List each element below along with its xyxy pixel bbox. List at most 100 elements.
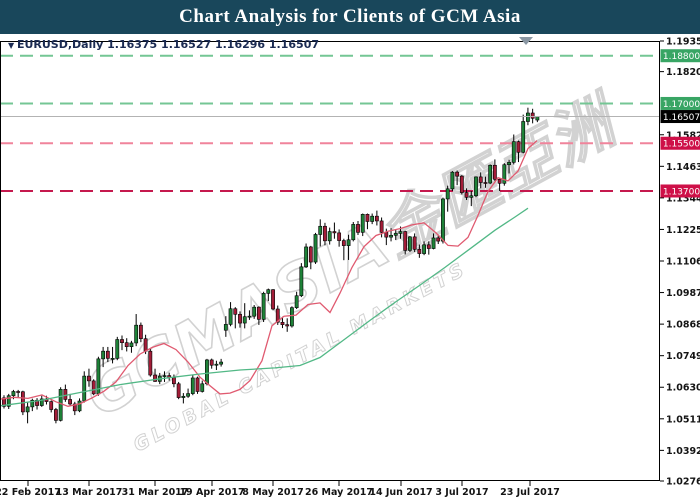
ma-line-fast	[0, 140, 538, 407]
candlestick	[110, 358, 115, 360]
resistance-price-badge-label: 1.17000	[663, 100, 700, 110]
candlestick	[507, 162, 511, 166]
candlestick	[190, 377, 195, 394]
candlestick	[526, 112, 530, 122]
candlestick	[332, 231, 337, 234]
candlestick	[129, 342, 134, 347]
y-axis-label: 1.14630	[666, 162, 700, 173]
candlestick	[148, 350, 153, 376]
candlestick	[370, 215, 375, 222]
candlestick	[68, 399, 72, 405]
candlestick	[294, 295, 299, 308]
candlestick	[436, 237, 441, 242]
candlestick	[313, 234, 318, 263]
candlestick	[82, 375, 87, 402]
candlestick	[535, 116, 540, 121]
y-axis-label: 1.13440	[666, 193, 700, 204]
candlestick	[497, 179, 502, 184]
candlestick	[337, 232, 342, 241]
candlestick	[502, 164, 507, 184]
candlestick	[233, 308, 238, 315]
y-axis-label: 1.09870	[666, 288, 700, 299]
candlestick	[153, 374, 157, 382]
candlestick	[6, 395, 11, 407]
candlestick	[58, 389, 63, 421]
page-title: Chart Analysis for Clients of GCM Asia	[179, 6, 521, 27]
candlestick	[266, 289, 271, 294]
resistance-price-badge	[660, 96, 700, 110]
candlestick	[417, 249, 422, 254]
candlestick	[134, 324, 139, 344]
y-axis-label: 1.03920	[666, 446, 700, 457]
candlestick	[30, 399, 35, 408]
candlestick	[290, 307, 294, 327]
y-axis-label: 1.05110	[666, 414, 700, 425]
candlestick	[186, 393, 190, 397]
candlestick	[242, 316, 247, 324]
candlestick	[478, 176, 483, 183]
current-price-badge-label: 1.16507	[663, 113, 700, 123]
candlestick	[398, 231, 403, 234]
candlestick	[223, 324, 228, 331]
candlestick	[469, 195, 474, 198]
candlestick	[205, 359, 209, 385]
x-axis-label: 26 May 2017	[305, 487, 373, 498]
y-axis-label: 1.18200	[666, 67, 700, 78]
candlestick	[464, 192, 469, 198]
candlestick	[200, 383, 205, 392]
support-price-badge	[660, 136, 700, 150]
candlestick	[138, 324, 143, 340]
candlestick	[49, 401, 54, 410]
support-price-badge-label: 1.13700	[663, 187, 700, 197]
candlestick	[256, 306, 261, 320]
x-axis-label: 31 Mar 2017	[122, 487, 189, 498]
candlestick	[304, 246, 308, 268]
candlestick	[20, 391, 25, 413]
ma-line-slow	[0, 207, 529, 407]
candlestick	[91, 380, 96, 395]
y-axis-label: 1.15820	[666, 130, 700, 141]
candlestick	[530, 112, 535, 119]
candlestick	[162, 375, 167, 377]
resistance-price-badge	[660, 49, 700, 63]
down-triangle-icon	[519, 37, 533, 45]
x-axis-label: 14 Jun 2017	[369, 487, 432, 498]
candlestick	[87, 375, 91, 382]
y-axis-label: 1.07490	[666, 351, 700, 362]
candlestick	[492, 164, 497, 180]
x-axis-label: 19 Apr 2017	[179, 487, 244, 498]
y-axis-label: 1.02765	[666, 477, 700, 488]
candlestick	[393, 233, 398, 236]
candlestick	[285, 324, 290, 327]
candlestick	[412, 236, 417, 250]
y-axis-label: 1.19355	[666, 37, 700, 48]
candlestick	[360, 214, 365, 233]
x-axis-label: 13 Mar 2017	[56, 487, 123, 498]
y-axis-label: 1.11060	[666, 257, 700, 268]
candlestick	[120, 339, 124, 343]
candlestick	[77, 400, 82, 412]
candlestick	[441, 198, 445, 242]
x-axis-label: 23 Jul 2017	[500, 487, 560, 498]
candlestick	[323, 225, 327, 242]
candlestick	[238, 314, 242, 324]
candlestick	[374, 215, 379, 222]
candlestick	[181, 395, 186, 398]
plot-border	[0, 41, 660, 481]
candlestick	[72, 403, 77, 412]
candlestick	[450, 171, 455, 190]
candlestick	[172, 377, 176, 385]
y-axis-label: 1.08680	[666, 320, 700, 331]
candlestick	[124, 342, 129, 347]
x-axis-label: 22 Feb 2017	[0, 487, 61, 498]
candlestick	[2, 397, 6, 407]
candlestick	[431, 237, 436, 249]
candlestick	[341, 240, 346, 246]
candlestick	[511, 141, 516, 163]
candlestick	[25, 406, 30, 413]
candlestick	[39, 398, 44, 406]
candlestick	[459, 175, 464, 193]
